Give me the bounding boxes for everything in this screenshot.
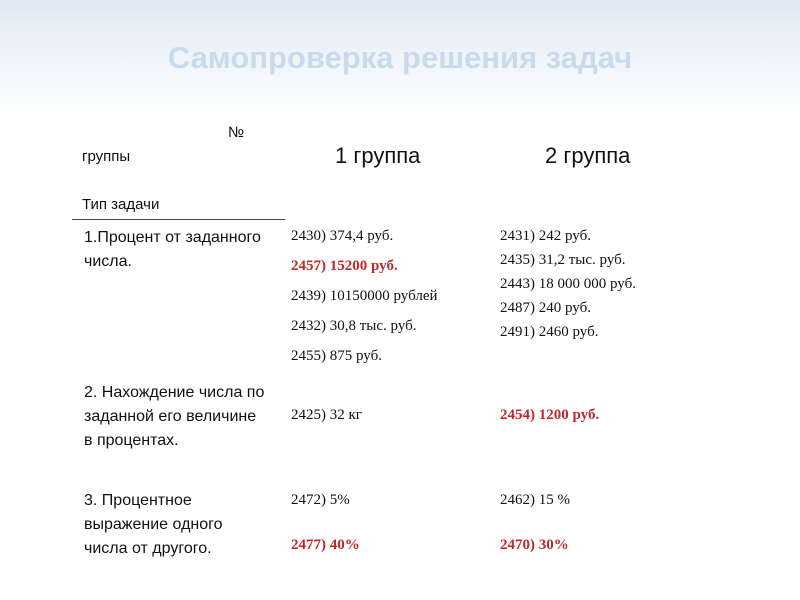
answer: 2455) 875 руб. xyxy=(291,348,382,364)
corner-top: № xyxy=(228,124,245,141)
answer: 2435) 31,2 тыс. руб. xyxy=(500,252,626,268)
answer: 2432) 30,8 тыс. руб. xyxy=(291,318,417,334)
answer: 2487) 240 руб. xyxy=(500,300,591,316)
answer: 2491) 2460 руб. xyxy=(500,324,599,340)
slide-title: Самопроверка решения задач xyxy=(167,40,633,75)
task-type: 3. Процентное выражение одного числа от … xyxy=(84,492,223,557)
answer: 2457) 15200 руб. xyxy=(291,258,398,274)
header-band xyxy=(0,0,800,118)
answer: 2477) 40% xyxy=(291,537,360,553)
column-header: 2 группа xyxy=(545,143,631,168)
task-type: 2. Нахождение числа по заданной его вели… xyxy=(84,384,265,449)
column-header: 1 группа xyxy=(335,143,421,168)
answer: 2425) 32 кг xyxy=(291,407,362,423)
answer: 2454) 1200 руб. xyxy=(500,407,600,423)
answer: 2462) 15 % xyxy=(500,492,570,508)
answer: 2470) 30% xyxy=(500,537,569,553)
header-rule xyxy=(72,219,285,220)
answer: 2439) 10150000 рублей xyxy=(291,288,438,304)
answer: 2472) 5% xyxy=(291,492,350,508)
answer: 2431) 242 руб. xyxy=(500,228,591,244)
answer: 2430) 374,4 руб. xyxy=(291,228,394,244)
corner-middle: группы xyxy=(82,148,131,165)
answer: 2443) 18 000 000 руб. xyxy=(500,276,636,292)
task-type: 1.Процент от заданного числа. xyxy=(84,229,261,270)
corner-bottom: Тип задачи xyxy=(82,196,160,213)
